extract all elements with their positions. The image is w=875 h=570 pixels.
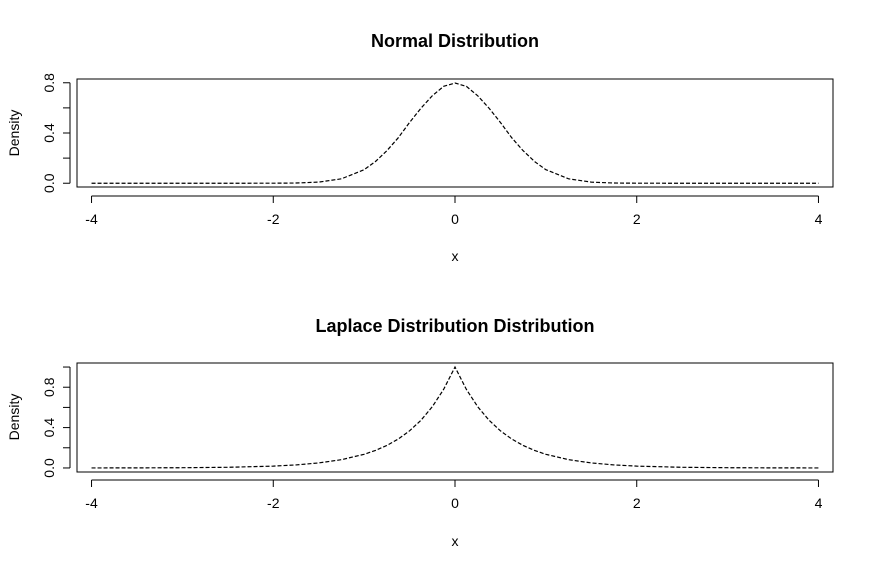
chart-title: Normal Distribution	[371, 31, 539, 51]
chart-panel-laplace: Laplace Distribution Distribution -4 -2 0 2…	[6, 316, 834, 549]
x-axis: -4 -2 0 2 4	[85, 195, 823, 227]
x-tick-label: 0	[451, 495, 459, 511]
x-tick-label: -4	[85, 495, 98, 511]
plot-frame	[76, 362, 834, 473]
x-tick-label: -2	[267, 211, 280, 227]
chart-title: Laplace Distribution Distribution	[315, 316, 594, 336]
y-tick-label: 0.8	[41, 377, 57, 397]
y-tick-label: 0.0	[41, 458, 57, 478]
y-axis-title: Density	[6, 110, 22, 157]
plot-area	[91, 365, 819, 469]
y-axis-title: Density	[6, 394, 22, 441]
x-tick-label: 2	[633, 211, 641, 227]
y-tick-label: 0.4	[41, 418, 57, 438]
chart-panel-normal: Normal Distribution -4 -2 0 2 4 0.00.40.8 x …	[6, 31, 834, 264]
x-tick-label: 4	[815, 211, 823, 227]
density-curve	[91, 82, 819, 184]
y-axis: 0.0 0.4 0.8	[41, 73, 71, 193]
x-axis: -4 -2 0 2 4	[85, 479, 823, 511]
x-tick-label: -4	[85, 211, 98, 227]
x-axis-title: x	[452, 533, 459, 549]
y-tick-label: 0.0	[41, 173, 57, 193]
y-axis: 0.0 0.4 0.8	[41, 366, 71, 478]
plot-frame	[76, 78, 834, 188]
x-tick-label: 0	[451, 211, 459, 227]
x-tick-label: 4	[815, 495, 823, 511]
x-axis-title: x	[452, 248, 459, 264]
x-tick-label: 2	[633, 495, 641, 511]
x-tick-label: -2	[267, 495, 280, 511]
density-curve	[91, 365, 819, 469]
y-tick-label: 0.8	[41, 73, 57, 93]
plot-area	[91, 82, 819, 184]
y-tick-label: 0.4	[41, 123, 57, 143]
